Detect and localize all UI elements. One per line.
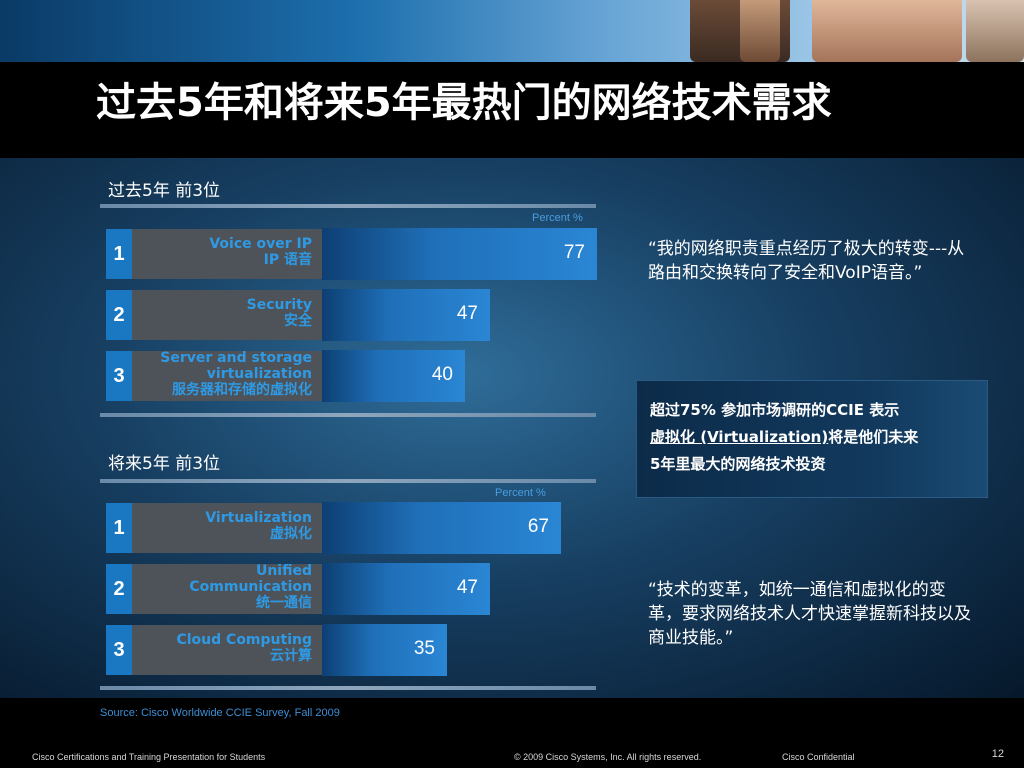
bar: 77 xyxy=(322,228,597,280)
bar: 47 xyxy=(322,289,490,341)
slide-title: 过去5年和将来5年最热门的网络技术需求 xyxy=(96,80,832,126)
category-label: Cloud Computing 云计算 xyxy=(136,632,312,664)
info-box: 超过75% 参加市场调研的CCIE 表示 虚拟化 (Virtualization… xyxy=(636,380,988,498)
title-band xyxy=(0,62,1024,158)
chart-bottom-rule xyxy=(100,413,596,417)
category-label-line: 云计算 xyxy=(270,648,312,664)
rank-badge: 3 xyxy=(106,625,132,675)
category-label: Virtualization 虚拟化 xyxy=(136,510,312,542)
info-line-3: 5年里最大的网络技术投资 xyxy=(650,455,826,473)
rank-badge: 2 xyxy=(106,564,132,614)
people-photo xyxy=(812,0,962,62)
footer-copyright: © 2009 Cisco Systems, Inc. All rights re… xyxy=(514,752,702,762)
bar-value-label: 67 xyxy=(527,516,549,537)
category-label-line: Server and storage xyxy=(160,350,312,366)
bar-value-label: 47 xyxy=(456,303,478,324)
people-photo xyxy=(966,0,1024,62)
quote-top: “我的网络职责重点经历了极大的转变---从路由和交换转向了安全和VoIP语音。” xyxy=(648,239,965,283)
category-label: Server and storage virtualization 服务器和存储的虚… xyxy=(136,350,312,398)
chart-top-rule xyxy=(100,479,596,483)
category-label-line: 安全 xyxy=(284,313,312,329)
chart-bottom-rule xyxy=(100,686,596,690)
category-box: Security 安全 xyxy=(132,290,322,340)
category-label-line: Voice over IP xyxy=(209,236,312,252)
chart-title-past: 过去5年 前3位 xyxy=(108,181,221,201)
percent-label: Percent % xyxy=(495,487,546,499)
footer-band xyxy=(0,698,1024,768)
category-label-line: Security xyxy=(246,297,312,313)
chart-title-future: 将来5年 前3位 xyxy=(108,454,221,474)
info-virtualization-link: 虚拟化 (Virtualization) xyxy=(650,428,829,446)
bar-value-label: 35 xyxy=(413,638,435,659)
bar: 35 xyxy=(322,624,447,676)
bar-value-label: 40 xyxy=(431,364,453,385)
rank-badge: 3 xyxy=(106,351,132,401)
rank-badge: 2 xyxy=(106,290,132,340)
category-label-line: IP 语音 xyxy=(263,252,312,268)
footer-confidential: Cisco Confidential xyxy=(782,752,855,762)
source-note: Source: Cisco Worldwide CCIE Survey, Fal… xyxy=(100,707,340,719)
info-line-2-rest: 将是他们未来 xyxy=(828,428,919,446)
page-number: 12 xyxy=(991,748,1004,760)
rank-badge: 1 xyxy=(106,503,132,553)
percent-label: Percent % xyxy=(532,212,583,224)
bar: 40 xyxy=(322,350,465,402)
bar-value-label: 77 xyxy=(563,242,585,263)
category-label-line: 虚拟化 xyxy=(270,526,312,542)
people-photo xyxy=(740,0,780,62)
bar-value-label: 47 xyxy=(456,577,478,598)
info-line-1: 超过75% 参加市场调研的CCIE 表示 xyxy=(650,401,900,419)
category-box: Unified Communication 统一通信 xyxy=(132,563,322,614)
bar: 47 xyxy=(322,563,490,615)
category-label-line: 统一通信 xyxy=(256,595,312,611)
category-label-line: Virtualization xyxy=(205,510,312,526)
footer-left: Cisco Certifications and Training Presen… xyxy=(32,752,266,762)
info-line-2: 虚拟化 (Virtualization)将是他们未来 xyxy=(650,424,975,451)
quote-bottom: “技术的变革，如统一通信和虚拟化的变革，要求网络技术人才快速掌握新科技以及商业技… xyxy=(648,580,971,648)
category-label: Unified Communication 统一通信 xyxy=(136,563,312,611)
category-label-line: Communication xyxy=(189,579,312,595)
category-label-line: 服务器和存储的虚拟化 xyxy=(172,382,312,398)
rank-badge: 1 xyxy=(106,229,132,279)
category-box: Cloud Computing 云计算 xyxy=(132,625,322,675)
chart-top-rule xyxy=(100,204,596,208)
category-box: Server and storage virtualization 服务器和存储的虚… xyxy=(132,350,322,401)
category-label-line: Unified xyxy=(255,563,312,579)
category-label: Voice over IP IP 语音 xyxy=(136,236,312,268)
category-box: Voice over IP IP 语音 xyxy=(132,229,322,279)
category-box: Virtualization 虚拟化 xyxy=(132,503,322,553)
category-label-line: virtualization xyxy=(206,366,312,382)
bar: 67 xyxy=(322,502,561,554)
category-label: Security 安全 xyxy=(136,297,312,329)
category-label-line: Cloud Computing xyxy=(176,632,312,648)
